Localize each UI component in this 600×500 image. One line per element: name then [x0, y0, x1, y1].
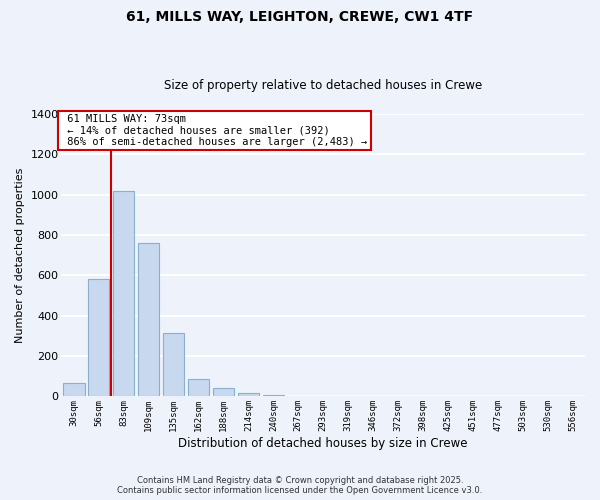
Text: 61 MILLS WAY: 73sqm
 ← 14% of detached houses are smaller (392)
 86% of semi-det: 61 MILLS WAY: 73sqm ← 14% of detached ho…	[61, 114, 368, 147]
Text: Contains HM Land Registry data © Crown copyright and database right 2025.
Contai: Contains HM Land Registry data © Crown c…	[118, 476, 482, 495]
Bar	[213, 388, 234, 396]
Y-axis label: Number of detached properties: Number of detached properties	[15, 168, 25, 343]
Bar	[163, 333, 184, 396]
Bar	[138, 243, 160, 396]
X-axis label: Distribution of detached houses by size in Crewe: Distribution of detached houses by size …	[178, 437, 468, 450]
Bar	[188, 378, 209, 396]
Text: 61, MILLS WAY, LEIGHTON, CREWE, CW1 4TF: 61, MILLS WAY, LEIGHTON, CREWE, CW1 4TF	[127, 10, 473, 24]
Bar	[64, 384, 85, 396]
Bar	[238, 393, 259, 396]
Title: Size of property relative to detached houses in Crewe: Size of property relative to detached ho…	[164, 79, 482, 92]
Bar	[113, 190, 134, 396]
Bar	[88, 280, 109, 396]
